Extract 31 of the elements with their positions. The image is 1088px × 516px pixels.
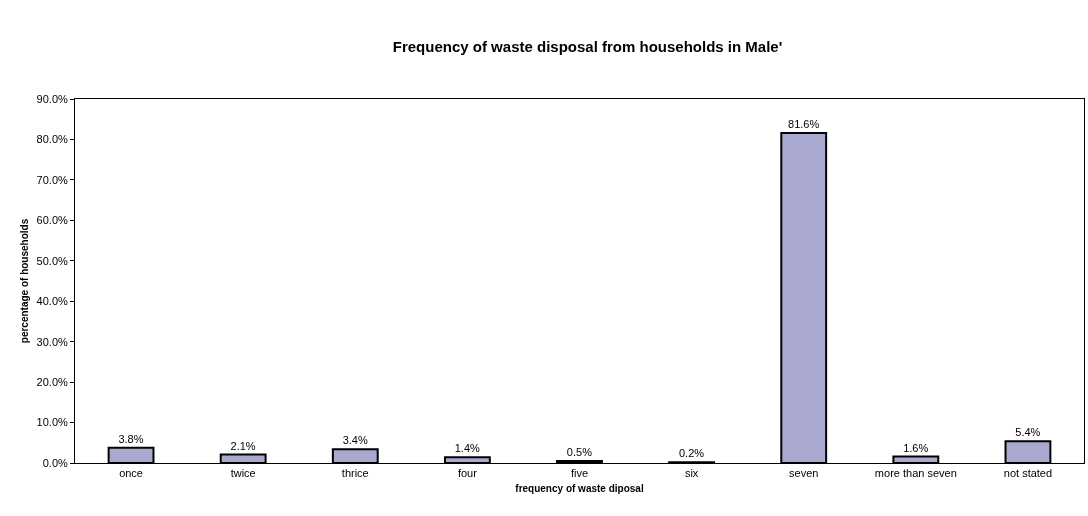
y-tick-label: 80.0% [36,133,69,146]
x-axis-title: frequency of waste diposal [515,482,644,494]
data-label: 3.4% [342,434,368,447]
y-tick-label: 40.0% [36,295,69,308]
data-label: 2.1% [230,439,256,452]
x-tick-label: thrice [341,467,369,480]
data-label: 0.5% [566,445,593,458]
x-tick-label: not stated [1003,467,1053,480]
x-tick-label: once [119,467,143,480]
x-tick-label: six [684,467,699,480]
data-label: 0.2% [678,447,705,460]
x-tick-label: more than seven [874,467,957,480]
y-tick-label: 50.0% [36,254,69,267]
x-tick-label: twice [230,467,256,480]
y-tick-label: 70.0% [36,173,69,186]
y-tick-label: 60.0% [36,214,69,227]
x-tick-label: four [457,467,478,480]
y-tick-label: 30.0% [36,335,69,348]
data-label: 1.4% [454,442,481,455]
y-tick-label: 0.0% [42,456,69,469]
y-tick-label: 10.0% [36,416,69,429]
x-tick-label: seven [789,467,819,480]
x-tick-label: five [570,467,589,480]
data-label: 81.6% [788,117,820,130]
y-tick-label: 20.0% [36,375,69,388]
data-label: 5.4% [1015,426,1041,439]
y-tick-label: 90.0% [36,92,69,105]
chart-title: Frequency of waste disposal from households in Male' [392,37,783,55]
data-label: 3.8% [118,432,144,445]
data-label: 1.6% [903,441,929,454]
y-axis-title: percentage of households [18,218,30,344]
